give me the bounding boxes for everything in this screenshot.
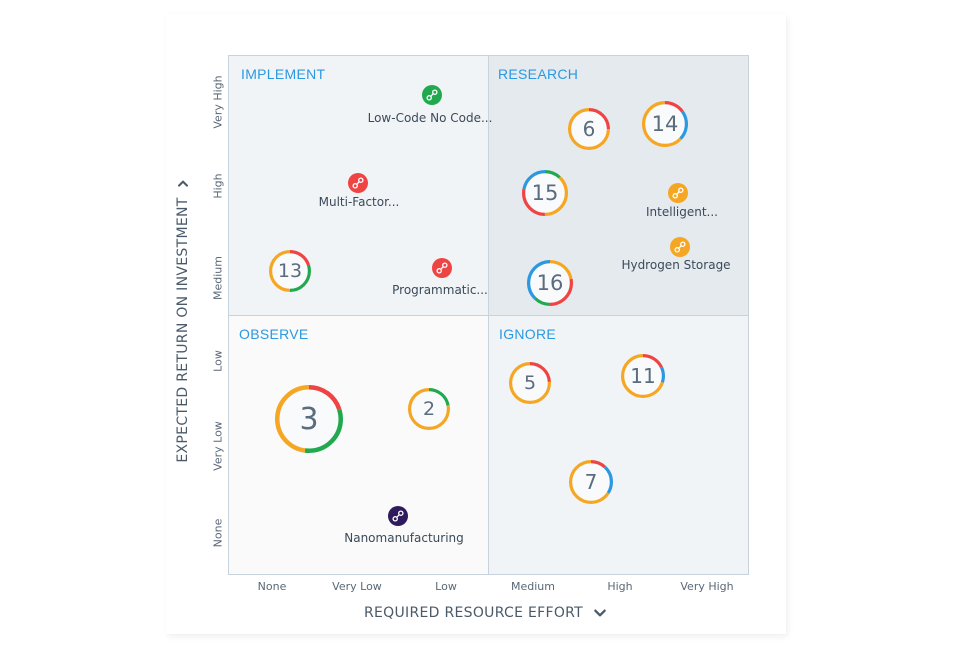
x-tick-very-low: Very Low: [332, 580, 382, 593]
technology-pin[interactable]: [388, 506, 408, 526]
bubble-15[interactable]: 15: [522, 170, 568, 216]
y-axis-title-text: EXPECTED RETURN ON INVESTMENT: [175, 197, 191, 463]
y-tick-very-high: Very High: [211, 75, 225, 129]
technology-pin[interactable]: [422, 85, 442, 105]
ring-segment-orange: [509, 362, 551, 404]
bubble-ring: [642, 101, 688, 147]
ring-segment-orange: [621, 354, 665, 398]
link-icon: [674, 241, 686, 253]
ring-segment-blue: [569, 460, 613, 504]
bubble-14[interactable]: 14: [642, 101, 688, 147]
bubble-count: 7: [584, 470, 598, 494]
technology-label[interactable]: Low-Code No Code...: [367, 111, 493, 125]
ring-segment-orange: [568, 108, 610, 150]
ring-segment-blue: [621, 354, 665, 398]
technology-label[interactable]: Intelligent...: [646, 205, 718, 219]
bubble-count: 3: [299, 401, 319, 437]
bubble-count: 16: [536, 271, 564, 295]
x-tick-medium: Medium: [511, 580, 555, 593]
link-icon: [392, 510, 404, 522]
quadrant-label-ignore: IGNORE: [499, 326, 557, 342]
technology-pin[interactable]: [348, 173, 368, 193]
x-tick-none: None: [257, 580, 287, 593]
quadrant-label-research: RESEARCH: [498, 66, 579, 82]
link-icon: [672, 187, 684, 199]
bubble-6[interactable]: 6: [568, 108, 610, 150]
link-icon: [436, 262, 448, 274]
y-axis-title[interactable]: EXPECTED RETURN ON INVESTMENT: [175, 177, 191, 463]
ring-segment-red: [522, 170, 568, 216]
bubble-ring: [527, 260, 573, 306]
ring-segment-blue: [642, 101, 688, 147]
bubble-ring: [621, 354, 665, 398]
quadrant-ignore: IGNORE: [489, 316, 748, 574]
bubble-count: 11: [630, 364, 656, 388]
chevron-down-icon[interactable]: [593, 606, 607, 620]
bubble-ring: [522, 170, 568, 216]
bubble-count: 14: [651, 112, 679, 136]
bubble-11[interactable]: 11: [621, 354, 665, 398]
bubble-count: 6: [582, 117, 596, 141]
bubble-ring: [509, 362, 551, 404]
technology-pin[interactable]: [668, 183, 688, 203]
x-tick-low: Low: [435, 580, 457, 593]
quadrant-label-observe: OBSERVE: [239, 326, 309, 342]
bubble-16[interactable]: 16: [527, 260, 573, 306]
y-tick-very-low: Very Low: [211, 421, 225, 471]
ring-segment-green: [269, 250, 311, 292]
bubble-ring: [275, 385, 343, 453]
quadrant-label-implement: IMPLEMENT: [241, 66, 326, 82]
technology-label[interactable]: Nanomanufacturing: [344, 531, 464, 545]
ring-segment-orange: [569, 460, 613, 504]
y-tick-medium: Medium: [211, 256, 225, 300]
ring-segment-red: [527, 260, 573, 306]
technology-pin[interactable]: [670, 237, 690, 257]
link-icon: [352, 177, 364, 189]
ring-segment-blue: [527, 260, 573, 306]
ring-segment-orange: [269, 250, 311, 292]
chevron-down-icon[interactable]: [177, 177, 189, 189]
y-tick-high: High: [211, 173, 225, 199]
bubble-ring: [569, 460, 613, 504]
link-icon: [426, 89, 438, 101]
technology-label[interactable]: Hydrogen Storage: [621, 258, 731, 272]
technology-label[interactable]: Programmatic...: [392, 283, 488, 297]
y-tick-low: Low: [211, 350, 225, 372]
bubble-5[interactable]: 5: [509, 362, 551, 404]
bubble-count: 13: [277, 260, 303, 282]
quadrant-observe: OBSERVE: [229, 316, 489, 574]
bubble-3[interactable]: 3: [275, 385, 343, 453]
bubble-ring: [568, 108, 610, 150]
bubble-13[interactable]: 13: [269, 250, 311, 292]
technology-label[interactable]: Multi-Factor...: [318, 195, 400, 209]
x-axis-title-text: REQUIRED RESOURCE EFFORT: [364, 605, 584, 621]
ring-segment-blue: [522, 170, 568, 216]
ring-segment-orange: [275, 385, 343, 453]
y-tick-none: None: [211, 518, 225, 548]
bubble-ring: [408, 388, 450, 430]
bubble-count: 5: [523, 372, 537, 394]
x-axis-title[interactable]: REQUIRED RESOURCE EFFORT: [364, 605, 607, 621]
ring-segment-orange: [408, 388, 450, 430]
x-tick-high: High: [607, 580, 633, 593]
x-tick-very-high: Very High: [680, 580, 734, 593]
bubble-ring: [269, 250, 311, 292]
bubble-2[interactable]: 2: [408, 388, 450, 430]
bubble-count: 2: [422, 398, 436, 420]
ring-segment-orange: [522, 170, 568, 216]
bubble-count: 15: [531, 181, 559, 205]
technology-pin[interactable]: [432, 258, 452, 278]
ring-segment-orange: [642, 101, 688, 147]
bubble-7[interactable]: 7: [569, 460, 613, 504]
ring-segment-green: [275, 385, 343, 453]
